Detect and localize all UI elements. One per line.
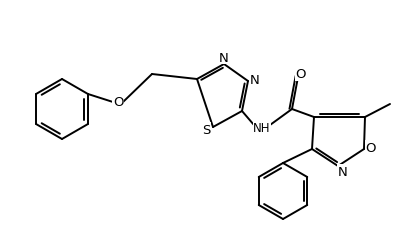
Text: O: O: [366, 141, 376, 154]
Text: NH: NH: [253, 121, 271, 134]
Text: O: O: [113, 96, 123, 109]
Text: S: S: [202, 123, 210, 136]
Text: N: N: [338, 165, 348, 178]
Text: N: N: [250, 73, 260, 86]
Text: O: O: [296, 68, 306, 81]
Text: N: N: [219, 51, 229, 64]
